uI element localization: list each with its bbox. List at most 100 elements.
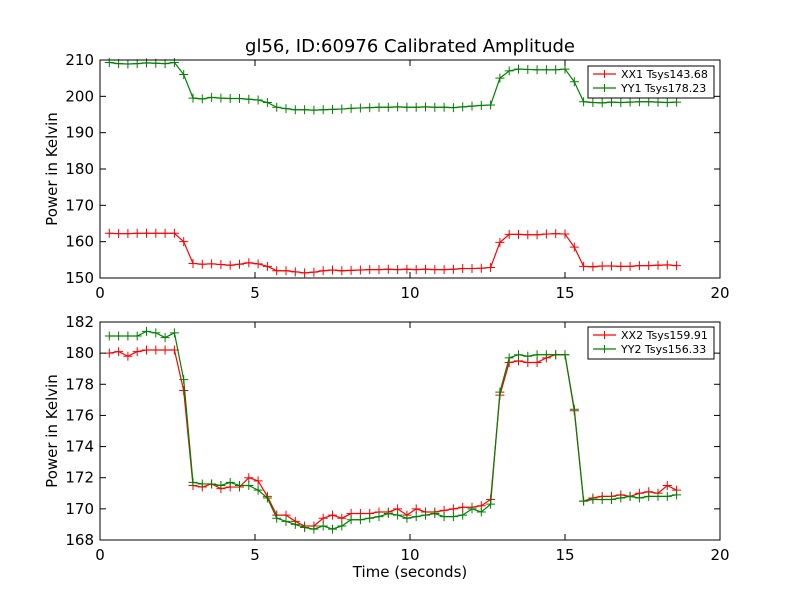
chart1-series-1-point [532,230,542,240]
chart1-xtick-label: 15 [555,284,574,302]
chart1-series-2-point [523,64,533,74]
chart1-series-2-point [365,103,375,113]
chart1-series-2-point [672,97,682,107]
chart1-series-1-point [123,229,133,239]
chart2-ytick-label: 174 [65,438,94,456]
chart2-series-1-point [151,345,161,355]
chart2-series-2-point [132,331,142,341]
chart1-series-1-point [151,228,161,238]
chart1-series-1-point [104,228,114,238]
chart1-series-2-point [597,98,607,108]
chart1-series-2-point [179,70,189,80]
chart2-series-2-point [207,479,217,489]
chart2-ytick-label: 172 [65,469,94,487]
chart1-series-2-point [569,77,579,87]
chart1-series-2-point [560,64,570,74]
chart1-series-1-point [169,228,179,238]
chart1-legend-label: XX1 Tsys143.68 [621,68,708,81]
chart2-series-2-point [569,404,579,414]
chart2-series-2-point [179,375,189,385]
chart1-series-2-point [300,105,310,115]
chart2-series-2-point [123,331,133,341]
chart1-series-1-point [142,228,151,238]
chart1-series-1-point [179,237,189,247]
chart2-series-2-point [523,351,533,361]
chart1-series-2-point [328,104,337,114]
chart2-series-2-point [653,491,663,501]
chart2-series-2-point [541,350,551,360]
chart1-series-1-point [290,267,300,277]
chart2-series-2-point [597,495,607,505]
chart2-series-2-point [235,481,244,490]
chart1-series-1-point [328,265,337,275]
chart2-series-1-point [448,504,458,514]
chart1-series-1-point [374,265,384,275]
chart2-series-1-point [328,510,337,520]
chart1-series-2-point [114,59,124,69]
chart2-ytick-label: 168 [65,531,94,549]
chart2-series-2-point [318,521,328,531]
chart1-series-1-point [355,265,365,275]
chart1-series-2-point [160,59,170,69]
chart2-series-2-point [300,523,310,533]
chart2-series-1-point [411,504,421,514]
chart2-series-2-point [169,328,179,338]
chart1-series-2-point [504,66,514,76]
chart2-ytick-label: 176 [65,406,94,424]
chart2-series-2-point [588,495,598,505]
chart1-series-1-point [448,264,458,274]
chart2-ytick-label: 178 [65,375,94,393]
chart2-series-2-point [142,326,151,336]
chart2-series-2-point [290,519,300,529]
chart1-series-2-point [662,98,672,108]
chart2-series-2-point [430,509,440,519]
chart2-series-2-point [458,510,468,520]
chart1-series-1-point [272,266,282,276]
chart1-series-2-point [281,104,291,114]
chart1-series-2-point [216,93,226,103]
chart2-series-2-point [197,479,207,489]
chart2-series-2-point [514,350,523,360]
chart2-xtick-label: 10 [400,546,419,564]
chart1-series-2-point [551,65,561,75]
chart1-series-2-point [532,65,542,75]
chart1-series-2-point [634,97,644,107]
chart1-series-1-point [253,259,263,269]
chart1-series-1-point [672,261,682,271]
chart2-series-1-point [244,473,254,483]
chart1-series-1-point [393,265,403,275]
chart2-series-2-point [262,493,272,503]
chart1-series-2-point [244,94,254,104]
chart1-series-1-point [235,259,244,269]
chart1-series-2-point [458,102,468,112]
chart2-series-2-point [411,512,421,522]
chart1-series-2-point [290,105,300,115]
chart1-series-1-point [309,267,319,277]
chart2-series-2-point [383,509,393,519]
chart1-series-1-point [337,266,347,276]
chart1-series-2-point [355,103,365,113]
chart1-series-2-point [421,102,430,112]
chart1-series-2-point [495,73,505,83]
chart1-ytick-label: 180 [65,160,94,178]
chart1-series-1-point [588,262,598,272]
chart1-ytick-label: 190 [65,124,94,142]
chart1-series-1-point [514,229,523,239]
chart1-ytick-label: 200 [65,87,94,105]
chart1-series-2-point [625,97,635,107]
chart1-series-1-point [114,229,124,239]
chart2-series-2-point [551,350,561,360]
chart2-series-2-point [662,491,672,501]
chart1-series-1-point [467,264,477,274]
chart1-series-2-point [588,98,598,108]
chart1-series-2-point [402,102,412,112]
chart2-series-1-point [132,347,142,357]
chart1-series-2-point [197,94,207,104]
chart1-series-2-point [411,102,421,112]
chart1-series-2-point [579,97,589,107]
chart2-series-1-point [458,502,468,512]
chart1-series-2-point [272,102,282,112]
chart1-series-2-point [476,100,486,110]
chart1-series-1-point [402,264,412,274]
chart2-legend-marker [600,345,609,353]
